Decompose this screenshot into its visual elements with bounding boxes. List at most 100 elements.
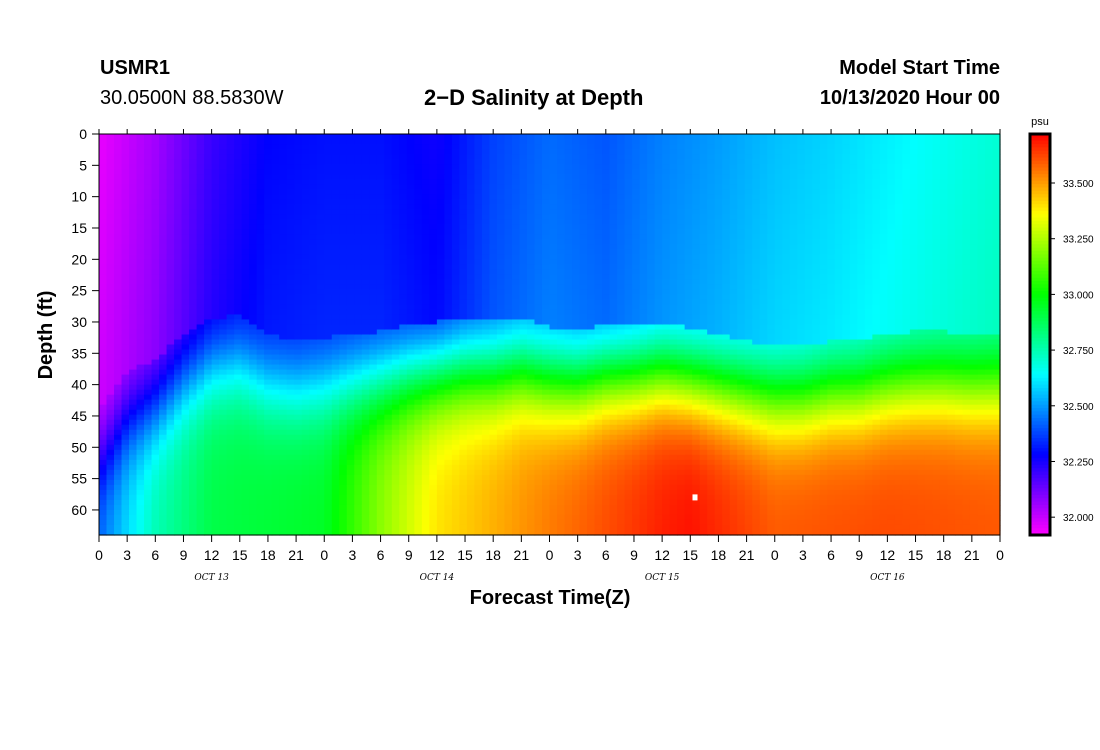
heatmap-cell — [226, 334, 235, 341]
heatmap-cell — [331, 469, 340, 476]
heatmap-cell — [181, 464, 190, 471]
heatmap-cell — [159, 144, 168, 150]
heatmap-cell — [159, 379, 168, 386]
heatmap-cell — [144, 474, 153, 481]
heatmap-cell — [331, 424, 340, 431]
heatmap-cell — [226, 404, 235, 411]
heatmap-cell — [279, 139, 288, 145]
heatmap-cell — [301, 499, 310, 506]
heatmap-cell — [541, 294, 551, 301]
heatmap-cell — [114, 274, 123, 280]
heatmap-cell — [421, 264, 430, 270]
heatmap-cell — [211, 459, 220, 466]
heatmap-cell — [189, 414, 198, 421]
heatmap-cell — [421, 444, 430, 451]
heatmap-cell — [399, 359, 408, 366]
heatmap-cell — [444, 309, 453, 316]
heatmap-cell — [121, 349, 130, 356]
heatmap-cell — [129, 529, 138, 536]
heatmap-cell — [129, 139, 138, 145]
heatmap-cell — [496, 344, 506, 351]
heatmap-cell — [226, 384, 235, 391]
heatmap-cell — [219, 469, 228, 476]
heatmap-cell — [301, 154, 310, 160]
heatmap-cell — [369, 389, 378, 396]
heatmap-cell — [451, 269, 460, 275]
heatmap-cell — [189, 314, 198, 321]
heatmap-cell — [136, 344, 145, 351]
heatmap-cell — [121, 339, 130, 346]
heatmap-cell — [489, 429, 498, 436]
heatmap-cell — [181, 259, 190, 265]
heatmap-cell — [211, 219, 220, 225]
heatmap-cell — [309, 404, 318, 411]
heatmap-cell — [241, 514, 250, 521]
heatmap-cell — [414, 349, 423, 356]
heatmap-cell — [376, 269, 385, 275]
heatmap-cell — [316, 174, 325, 180]
heatmap-cell — [346, 354, 355, 361]
heatmap-cell — [151, 159, 160, 165]
heatmap-cell — [496, 224, 506, 230]
heatmap-cell — [489, 149, 498, 155]
heatmap-cell — [211, 479, 220, 486]
heatmap-cell — [557, 379, 566, 386]
heatmap-cell — [106, 299, 115, 306]
heatmap-cell — [399, 214, 408, 220]
heatmap-cell — [316, 274, 325, 280]
heatmap-cell — [451, 529, 460, 536]
heatmap-cell — [204, 509, 213, 516]
heatmap-cell — [557, 179, 566, 185]
heatmap-cell — [324, 524, 333, 531]
heatmap-cell — [339, 289, 348, 295]
heatmap-cell — [361, 269, 370, 275]
heatmap-cell — [429, 154, 438, 160]
heatmap-cell — [196, 244, 205, 250]
heatmap-cell — [166, 334, 175, 341]
heatmap-cell — [391, 309, 400, 316]
heatmap-cell — [339, 449, 348, 456]
heatmap-cell — [459, 239, 468, 245]
heatmap-cell — [474, 439, 483, 446]
heatmap-cell — [459, 334, 468, 341]
heatmap-cell — [496, 144, 506, 150]
heatmap-cell — [384, 444, 393, 451]
heatmap-cell — [301, 454, 310, 461]
heatmap-cell — [271, 209, 280, 215]
heatmap-cell — [316, 369, 325, 376]
heatmap-cell — [466, 374, 476, 381]
heatmap-cell — [136, 174, 145, 180]
heatmap-cell — [504, 409, 513, 416]
heatmap-cell — [519, 509, 528, 516]
heatmap-cell — [331, 244, 340, 250]
heatmap-cell — [129, 264, 138, 270]
heatmap-cell — [459, 514, 468, 521]
heatmap-cell — [444, 174, 453, 180]
heatmap-cell — [294, 459, 303, 466]
heatmap-cell — [234, 184, 243, 190]
heatmap-cell — [151, 439, 160, 446]
heatmap-cell — [211, 179, 220, 185]
heatmap-cell — [181, 394, 190, 401]
heatmap-cell — [526, 349, 536, 356]
heatmap-cell — [196, 179, 205, 185]
heatmap-cell — [294, 229, 303, 235]
heatmap-cell — [181, 469, 190, 476]
heatmap-cell — [144, 369, 153, 376]
heatmap-cell — [534, 369, 543, 376]
heatmap-cell — [429, 459, 438, 466]
heatmap-cell — [136, 379, 145, 386]
heatmap-cell — [526, 139, 536, 145]
heatmap-cell — [106, 369, 115, 376]
heatmap-cell — [376, 169, 385, 175]
heatmap-cell — [361, 224, 370, 230]
heatmap-cell — [136, 229, 145, 235]
heatmap-cell — [211, 254, 220, 260]
heatmap-cell — [391, 284, 400, 290]
heatmap-cell — [279, 214, 288, 220]
heatmap-cell — [391, 159, 400, 165]
heatmap-cell — [301, 429, 310, 436]
heatmap-cell — [234, 204, 243, 210]
heatmap-cell — [436, 244, 445, 250]
heatmap-cell — [451, 304, 460, 311]
